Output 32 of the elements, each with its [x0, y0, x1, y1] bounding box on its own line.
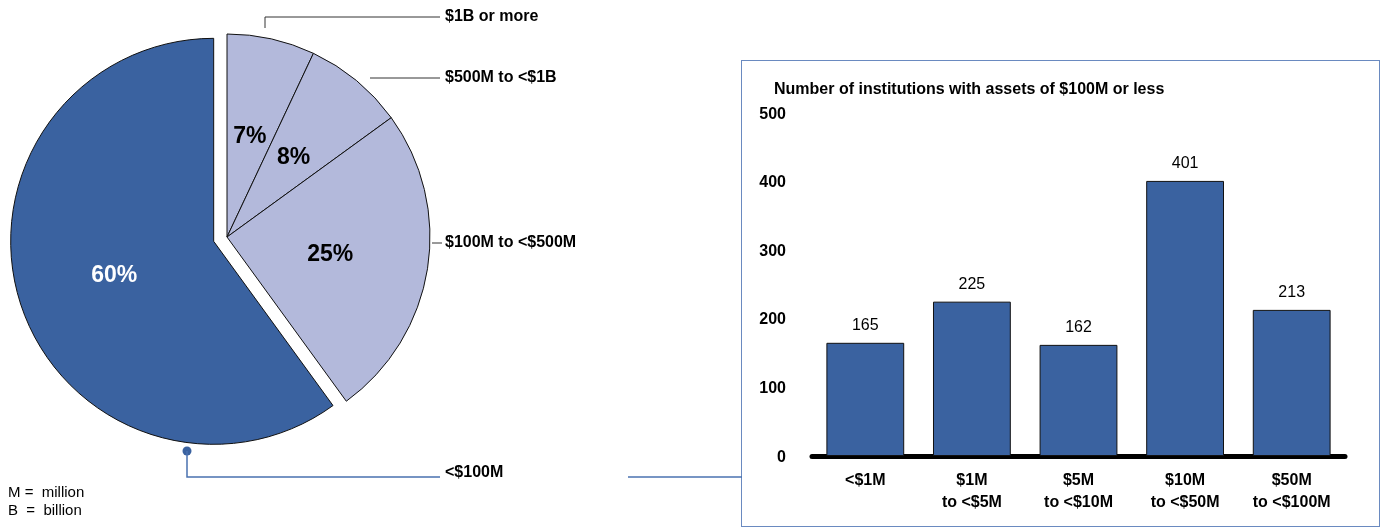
data-label: 165	[851, 316, 879, 334]
text: M = million	[8, 483, 85, 500]
slice-label: $1B or more	[445, 6, 539, 24]
y-tick-label: 200	[759, 310, 787, 328]
data-label: 225	[958, 275, 986, 293]
x-tick-label: $50M to <$100M	[1252, 470, 1331, 510]
data-label: 8%	[276, 143, 311, 170]
text: B = billion	[8, 501, 82, 518]
y-tick-label: 100	[759, 378, 787, 396]
y-tick-label: 400	[759, 173, 787, 191]
bar	[1252, 309, 1331, 456]
data-label: 162	[1065, 318, 1092, 336]
y-tick-label: 500	[759, 104, 787, 122]
data-label: 401	[1171, 154, 1199, 172]
y-tick-label: 0	[777, 447, 787, 465]
bar	[1039, 344, 1118, 456]
data-label: 60%	[91, 260, 138, 287]
data-label: 25%	[307, 240, 354, 267]
x-tick-label: <$1M	[845, 470, 886, 488]
bar	[1146, 180, 1225, 456]
slice-label: $100M to <$500M	[445, 232, 577, 250]
x-tick-label: $10M to <$50M	[1150, 470, 1220, 510]
x-tick-label: $1M to <$5M	[941, 470, 1002, 510]
data-label: 7%	[233, 122, 267, 149]
slice-label: <$100M	[445, 462, 504, 480]
y-tick-label: 300	[759, 241, 787, 259]
bar	[826, 342, 905, 456]
x-tick-label: $5M to <$10M	[1044, 470, 1113, 510]
slice-label: $500M to <$1B	[445, 67, 557, 85]
chart-title: Number of institutions with assets of $100M or less	[774, 79, 1165, 97]
bar	[932, 301, 1011, 456]
data-label: 213	[1278, 283, 1306, 301]
